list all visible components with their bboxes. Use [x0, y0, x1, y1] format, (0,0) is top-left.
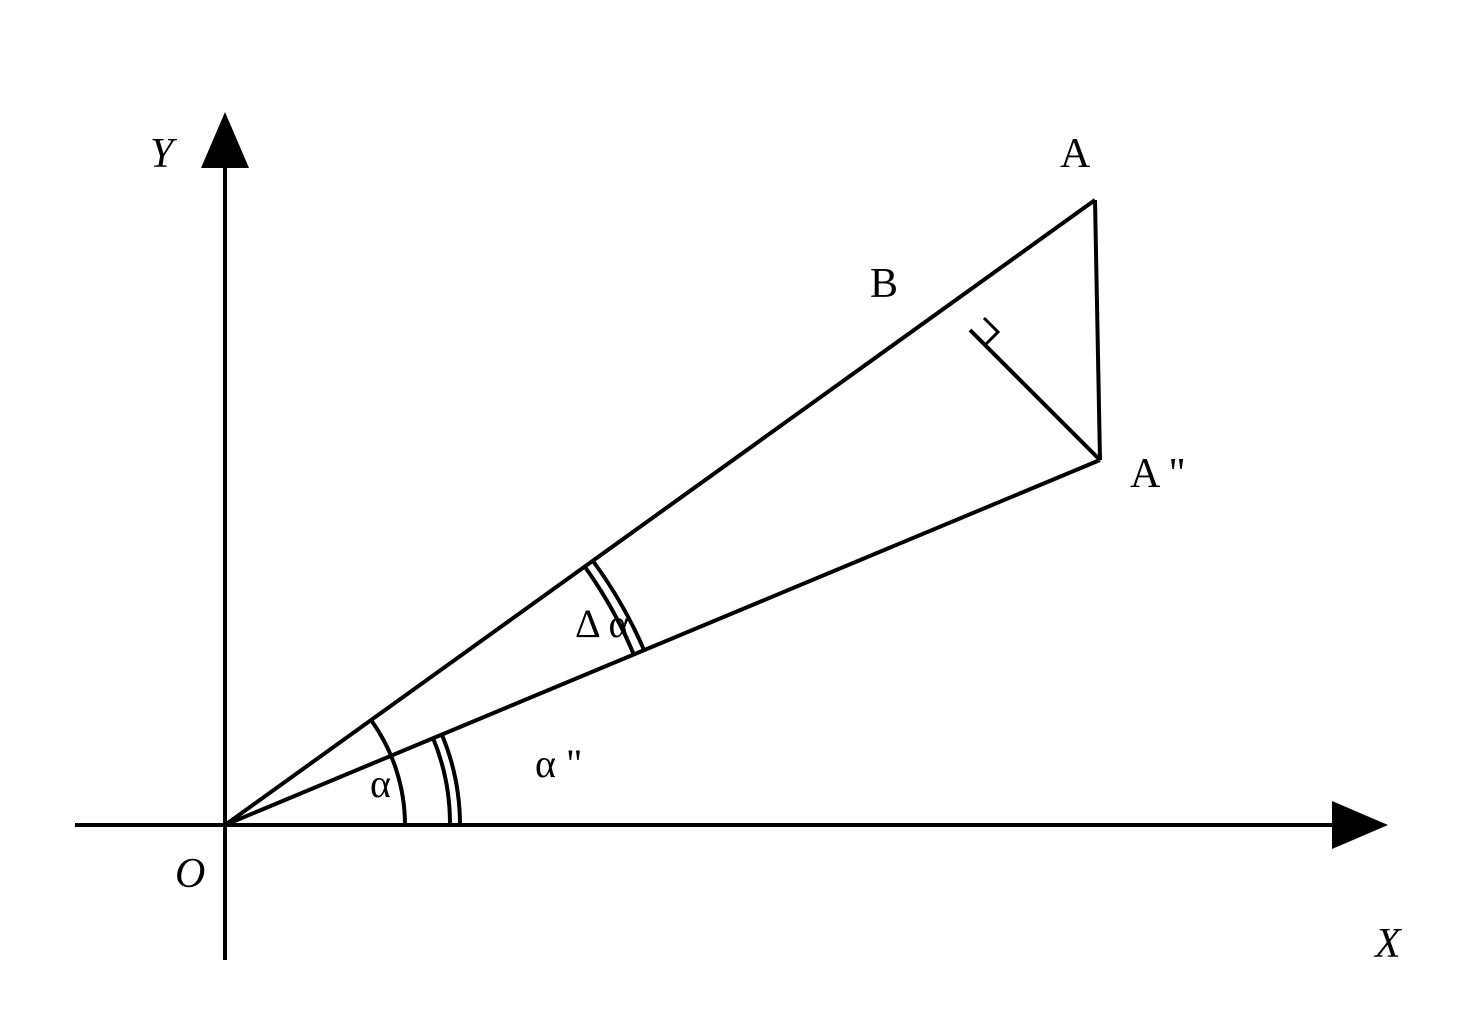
- point-A2-label: A ": [1130, 450, 1186, 498]
- y-axis-label: Y: [150, 130, 173, 178]
- line-BA2: [970, 330, 1100, 460]
- geometry-diagram: O X Y A B A " α α " Δ α: [0, 0, 1476, 1034]
- diagram-svg: [0, 0, 1476, 1034]
- point-B-label: B: [870, 260, 898, 308]
- right-angle-marker: [984, 318, 998, 346]
- line-OA2: [225, 460, 1100, 825]
- angle-alpha2-label: α ": [535, 740, 582, 787]
- origin-label: O: [175, 850, 205, 898]
- angle-delta-alpha-label: Δ α: [575, 600, 629, 647]
- line-OA: [225, 200, 1095, 825]
- x-axis-label: X: [1375, 920, 1401, 968]
- point-A-label: A: [1060, 130, 1090, 178]
- line-AA2: [1095, 200, 1100, 460]
- angle-alpha-label: α: [370, 760, 391, 807]
